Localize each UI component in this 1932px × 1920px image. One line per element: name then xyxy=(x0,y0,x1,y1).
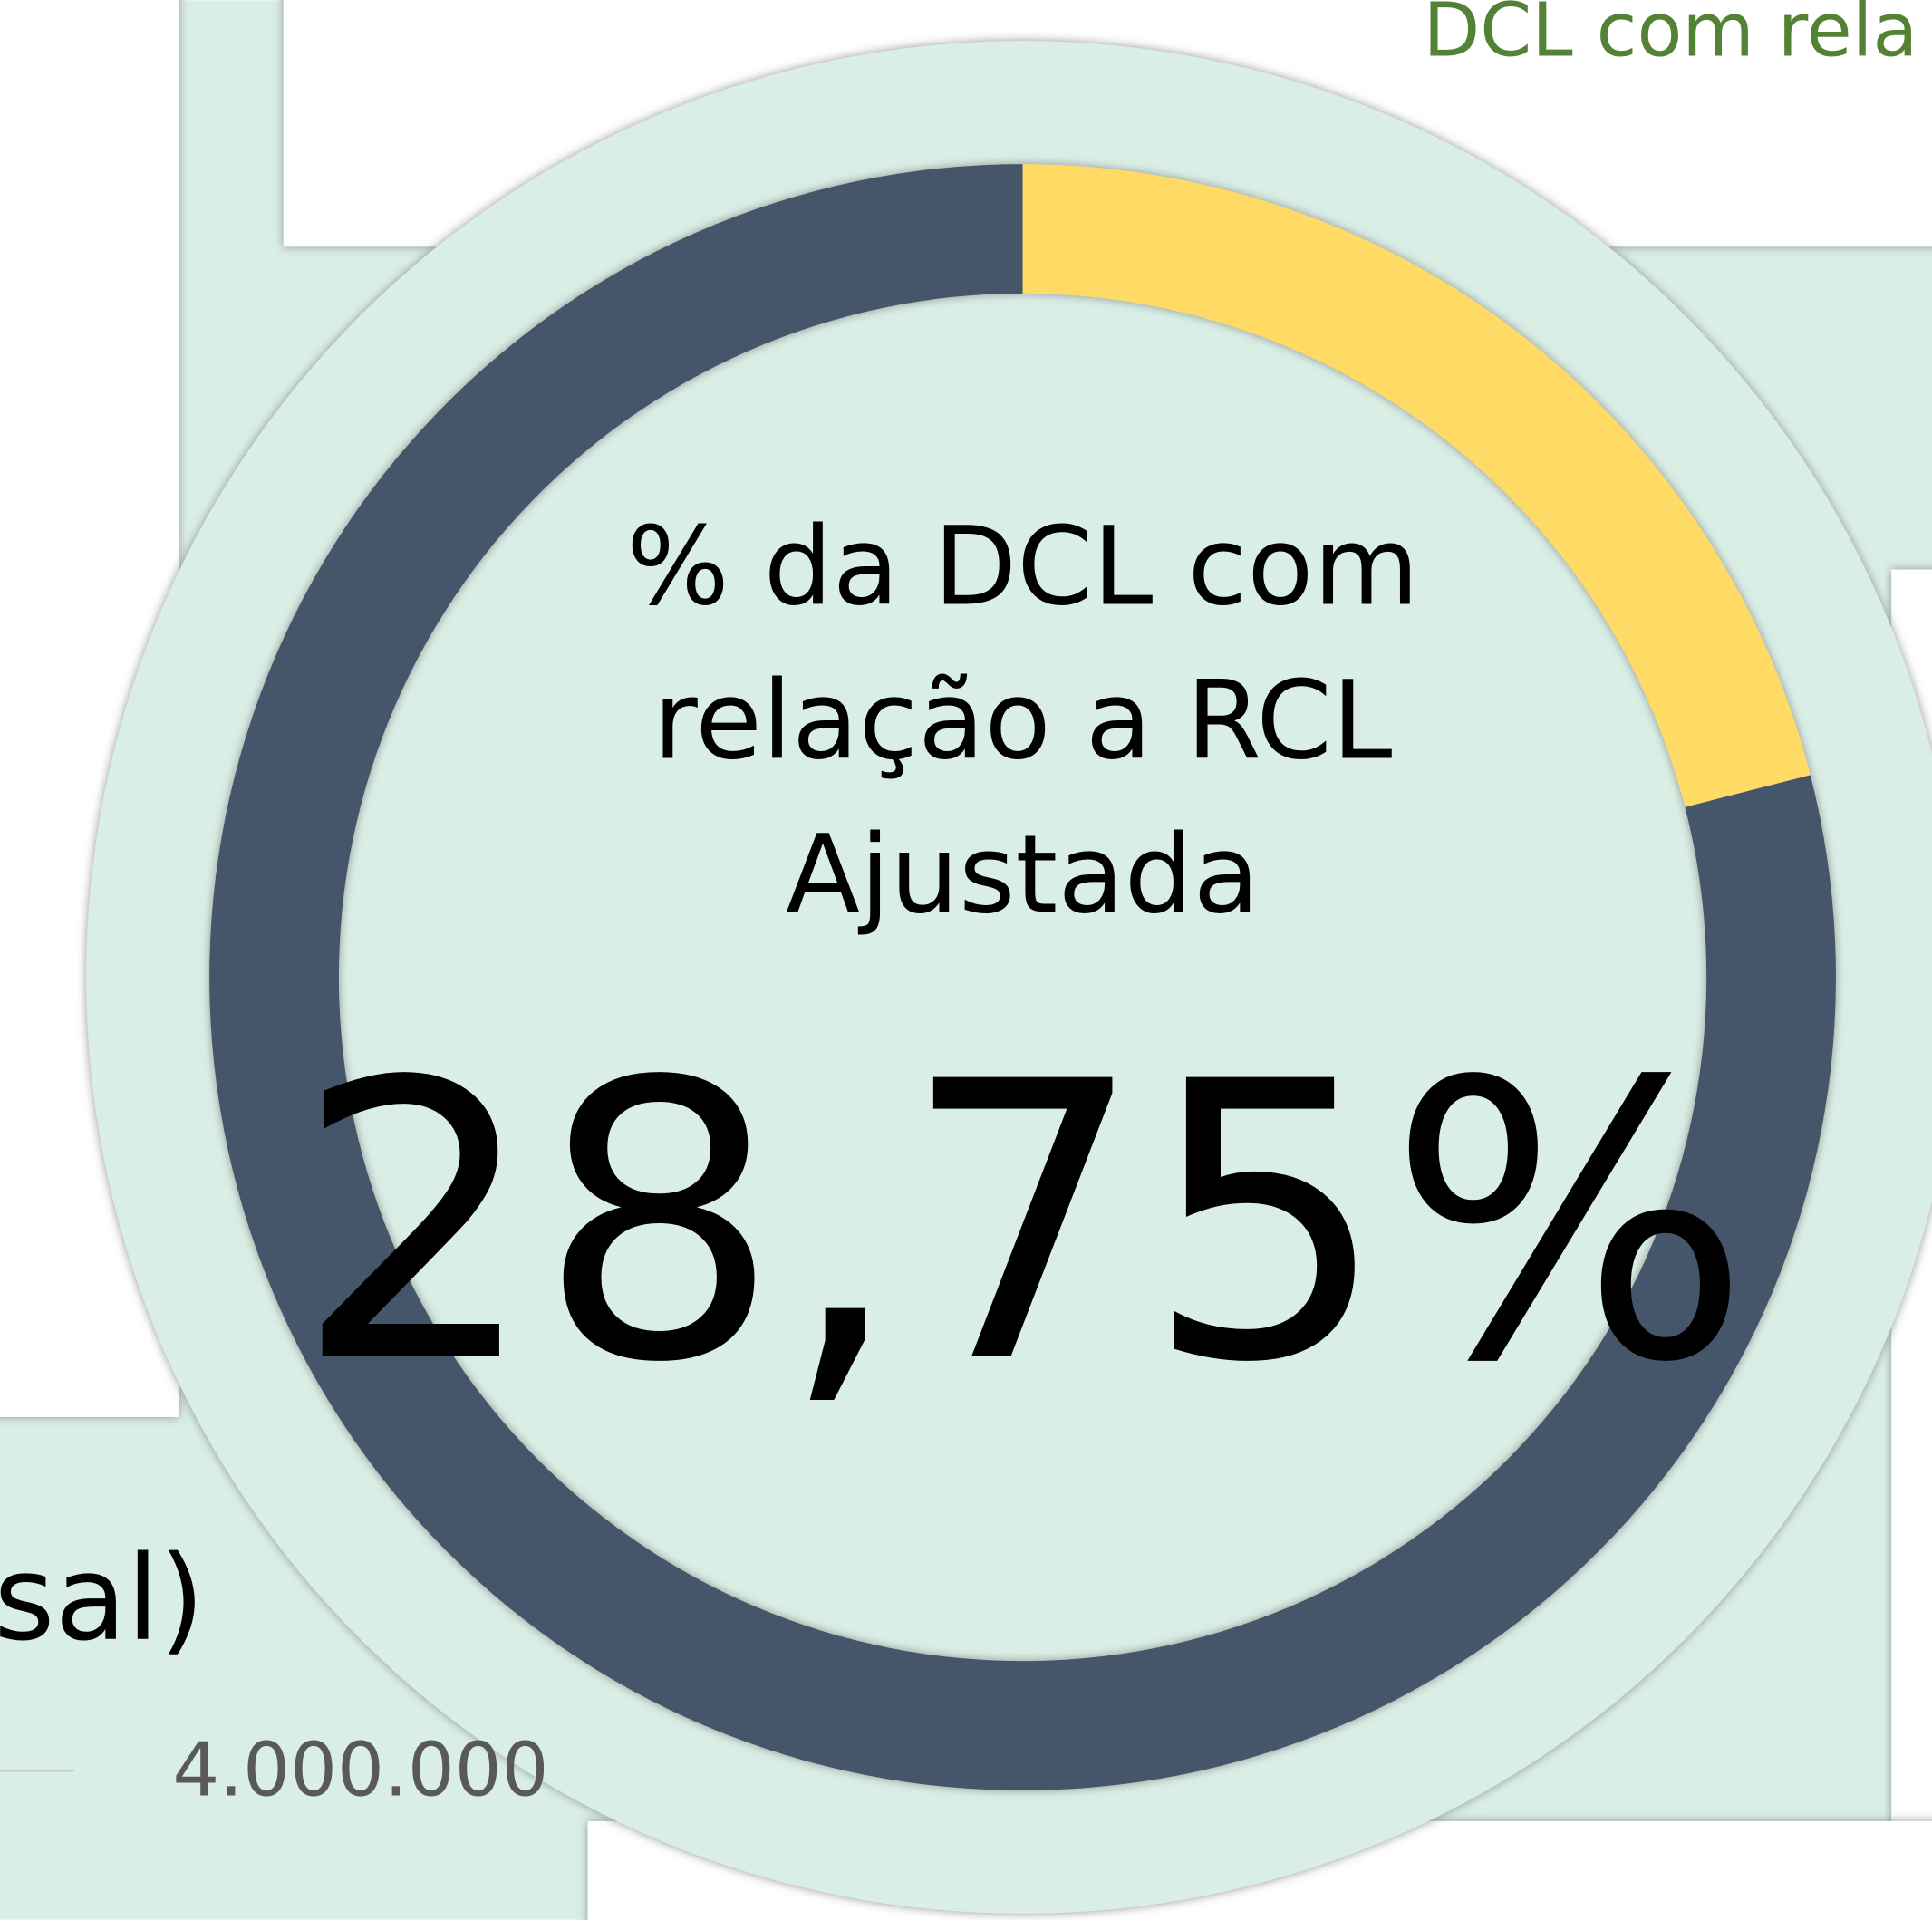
panel-title: DCL com rela xyxy=(1423,0,1918,73)
axis-label: 4.000.000 xyxy=(172,1727,548,1813)
gauge-backdrop xyxy=(86,41,1932,1914)
donut-segment xyxy=(1022,164,1811,807)
panel-title: sal) xyxy=(0,1531,205,1667)
title-line: relação a RCL xyxy=(653,659,1393,785)
kpi-value: 28,75% xyxy=(295,1002,1751,1446)
donut xyxy=(209,164,1836,1790)
title-line: Ajustada xyxy=(786,812,1260,938)
title-line: % da DCL com xyxy=(626,505,1419,631)
